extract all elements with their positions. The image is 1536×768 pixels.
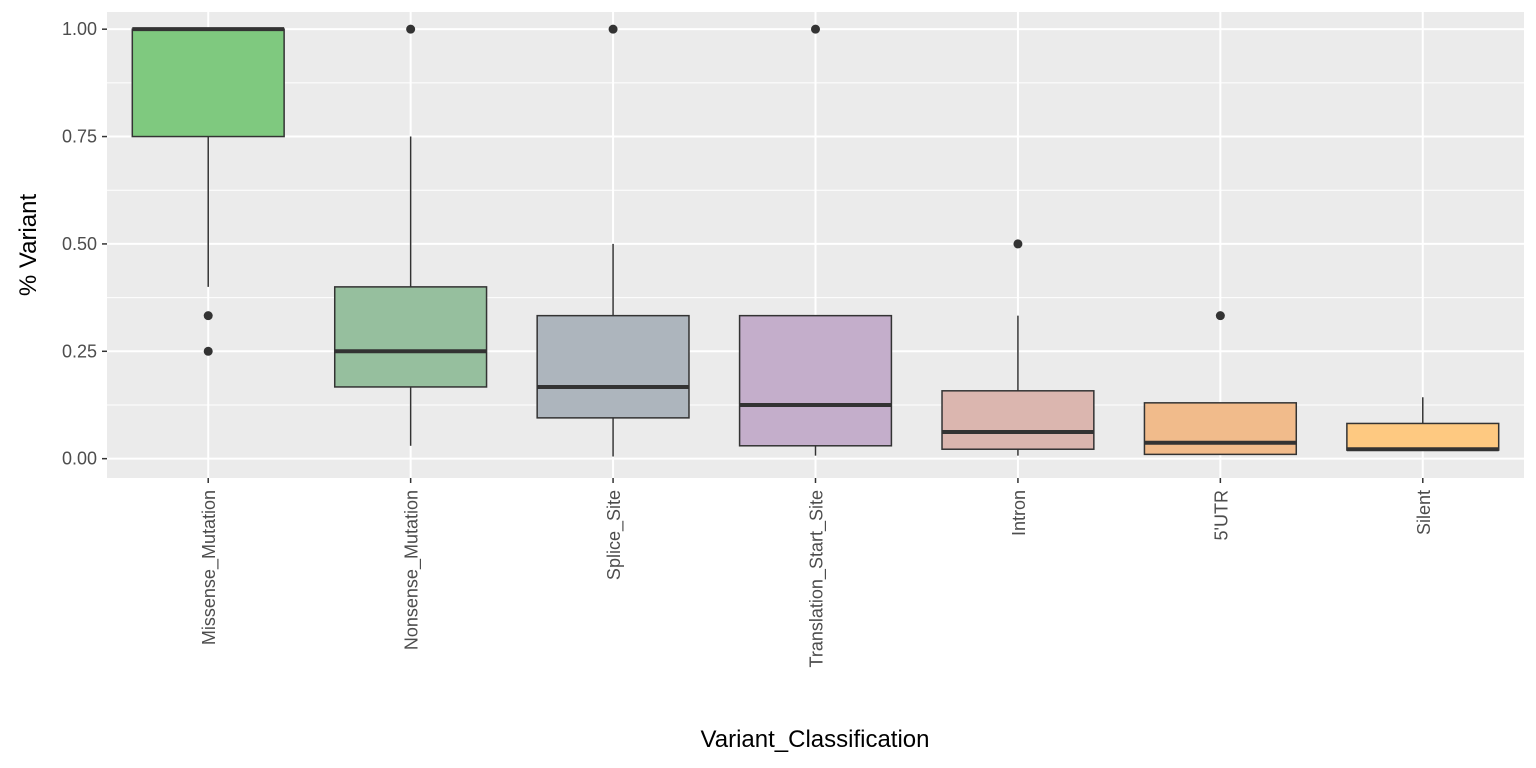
- x-axis-title: Variant_Classification: [701, 726, 930, 753]
- box-group: [738, 24, 893, 456]
- outlier-point: [203, 311, 213, 321]
- y-axis-title: % Variant: [15, 194, 42, 297]
- box: [1143, 402, 1298, 456]
- box: [333, 286, 488, 388]
- x-tick-label: Silent: [1414, 490, 1434, 535]
- y-tick-label: 1.00: [62, 19, 97, 39]
- box-group: [941, 239, 1095, 456]
- outlier-point: [406, 24, 416, 34]
- x-tick-label: Translation_Start_Site: [807, 490, 828, 667]
- box: [738, 314, 893, 447]
- box: [941, 390, 1095, 450]
- outlier-point: [811, 24, 820, 34]
- box-group: [1346, 397, 1500, 452]
- x-tick-label: Missense_Mutation: [199, 490, 220, 645]
- box-group: [333, 24, 488, 446]
- x-tick-label: 5'UTR: [1211, 490, 1231, 540]
- x-tick-label: Nonsense_Mutation: [402, 490, 423, 650]
- box: [1346, 422, 1500, 451]
- box: [131, 28, 285, 138]
- x-tick-label: Intron: [1009, 490, 1029, 536]
- x-tick-label: Splice_Site: [604, 490, 625, 580]
- box-group: [536, 24, 690, 457]
- y-tick-label: 0.25: [62, 341, 97, 361]
- y-tick-label: 0.00: [62, 449, 97, 469]
- y-axis: 0.00 0.25 0.50 0.75 1.00: [62, 19, 107, 469]
- y-tick-label: 0.50: [62, 234, 97, 254]
- boxes: [131, 24, 1500, 457]
- outlier-point: [203, 346, 213, 356]
- outlier-point: [1013, 239, 1023, 249]
- outlier-point: [1215, 311, 1225, 321]
- box-group: [131, 27, 285, 356]
- x-axis: Missense_Mutation Nonsense_Mutation Splice…: [199, 478, 1434, 667]
- y-tick-label: 0.75: [62, 127, 97, 147]
- outlier-point: [608, 24, 618, 34]
- box: [536, 314, 690, 419]
- box-group: [1143, 311, 1298, 456]
